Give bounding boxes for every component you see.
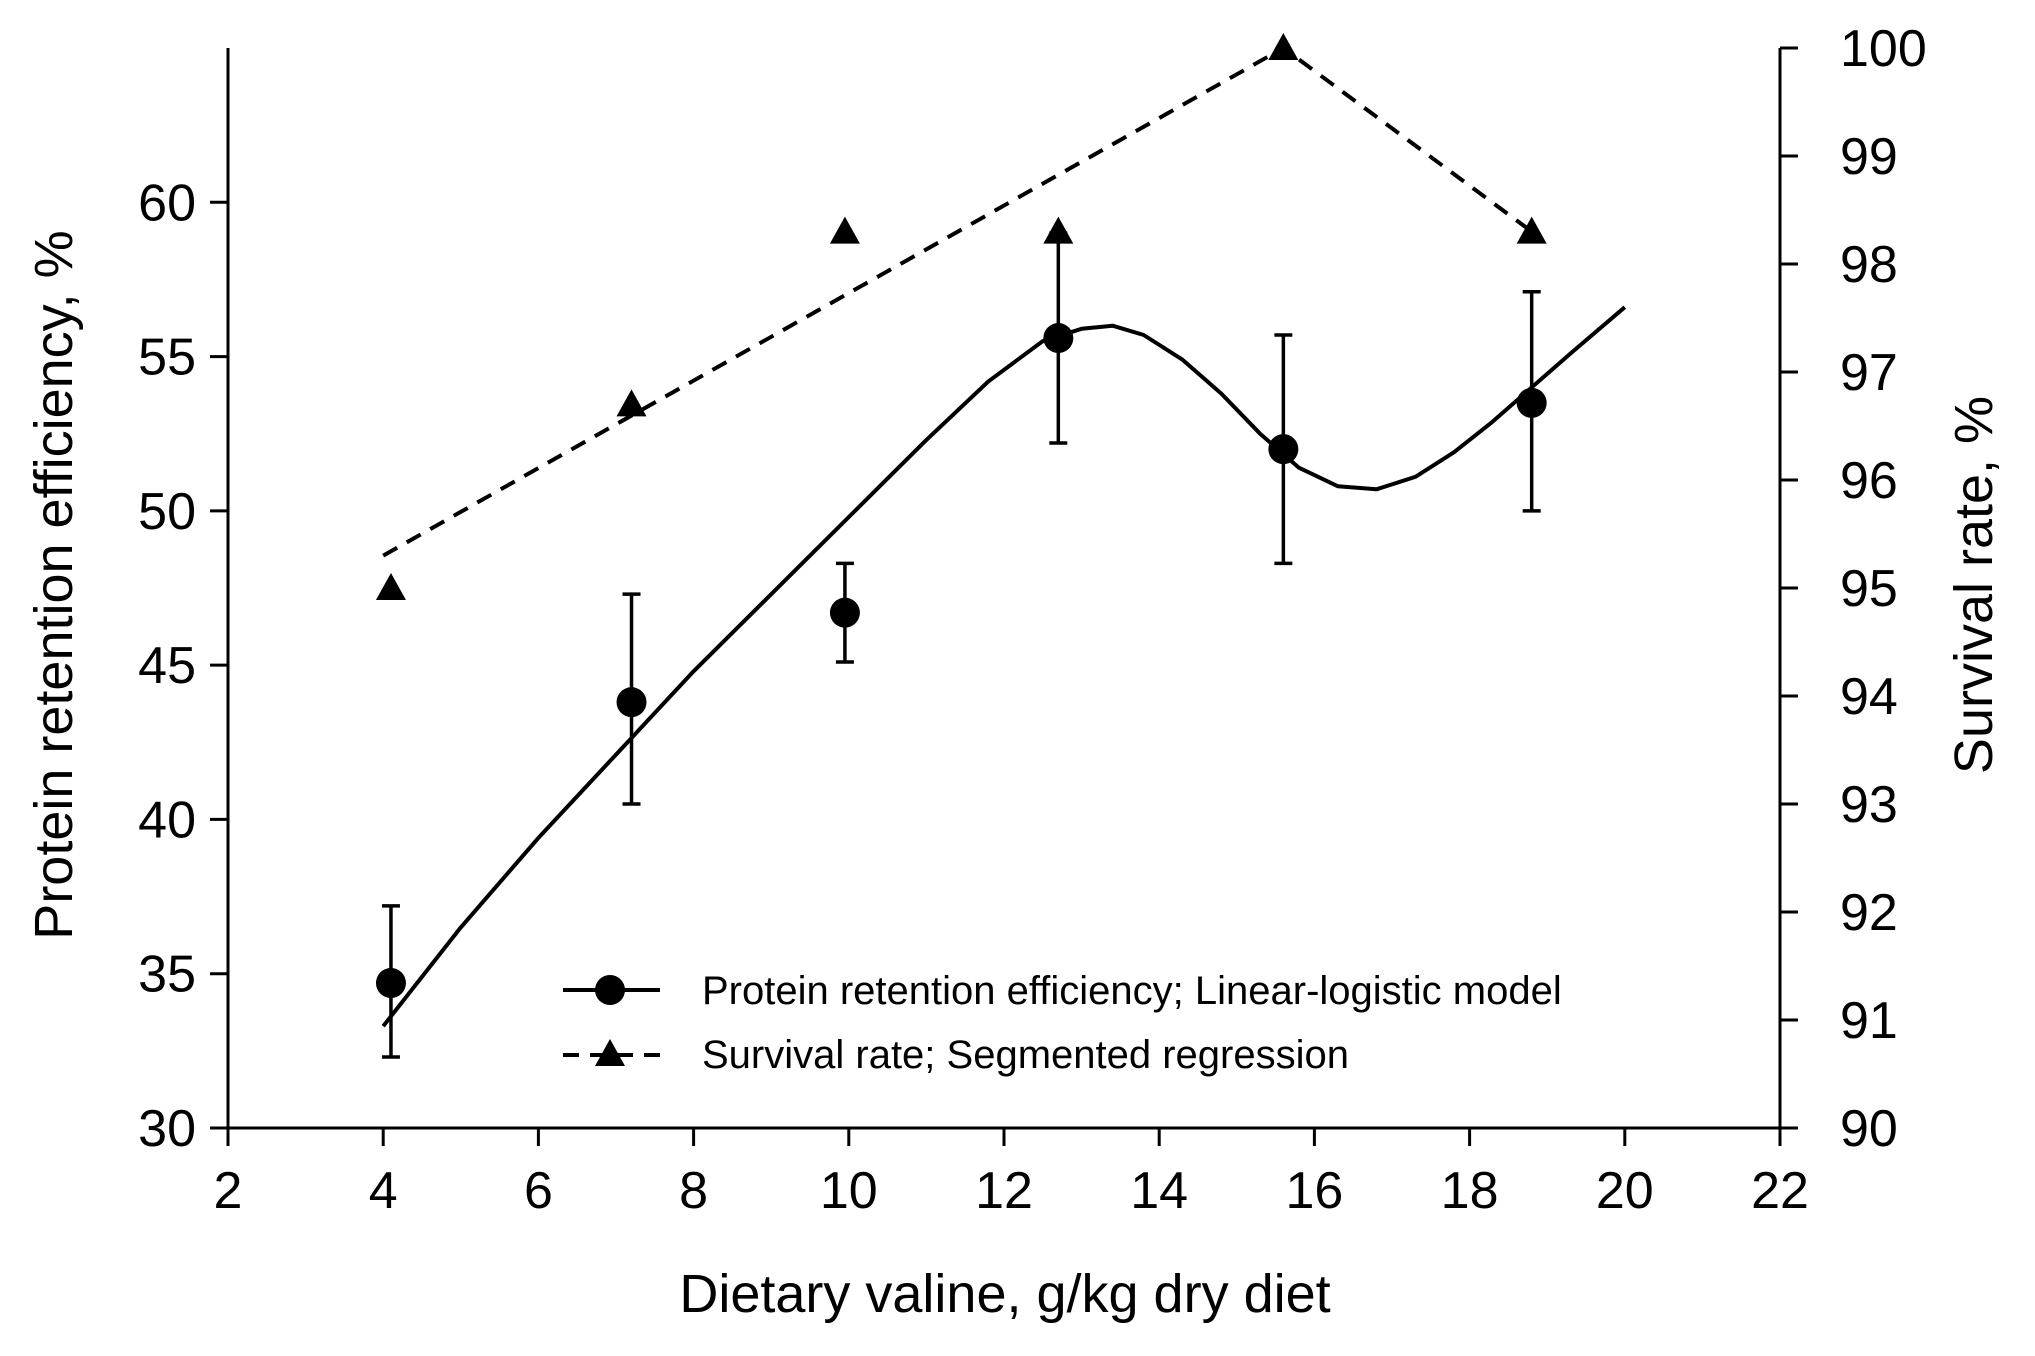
- y-left-tick-label: 35: [138, 946, 196, 1004]
- error-bars: [381, 231, 1541, 1059]
- pre-data-point: [829, 597, 860, 628]
- pre-logistic-fit-line: [381, 305, 1627, 1028]
- legend: Protein retention efficiency; Linear-log…: [563, 969, 1562, 1077]
- y-right-tick-label: 90: [1840, 1100, 1898, 1158]
- y-right-tick-label: 97: [1840, 344, 1898, 402]
- x-tick-label: 2: [214, 1162, 243, 1220]
- y-right-tick-label: 94: [1840, 668, 1898, 726]
- x-tick-label: 6: [524, 1162, 553, 1220]
- x-axis-title: Dietary valine, g/kg dry diet: [679, 1264, 1330, 1324]
- y-right-tick-label: 93: [1840, 776, 1898, 834]
- pre-data-point: [375, 967, 406, 998]
- pre-data-point: [1043, 323, 1074, 354]
- survival-data-point: [1268, 33, 1299, 60]
- x-tick-label: 12: [975, 1162, 1033, 1220]
- x-tick-label: 8: [679, 1162, 708, 1220]
- y-right-tick-label: 96: [1840, 452, 1898, 510]
- x-tick-label: 22: [1751, 1162, 1809, 1220]
- y-left-axis-title: Protein retention efficiency, %: [24, 230, 84, 939]
- legend-label-pre: Protein retention efficiency; Linear-log…: [702, 969, 1562, 1013]
- y-right-tick-label: 98: [1840, 236, 1898, 294]
- legend-circle-marker: [595, 975, 625, 1005]
- x-tick-label: 14: [1130, 1162, 1188, 1220]
- survival-data-point: [375, 573, 406, 600]
- data-markers: [375, 33, 1547, 998]
- x-tick-label: 16: [1285, 1162, 1343, 1220]
- legend-triangle-marker: [595, 1039, 625, 1066]
- pre-data-point: [1268, 434, 1299, 465]
- legend-entry-pre: Protein retention efficiency; Linear-log…: [563, 969, 1562, 1013]
- pre-data-point: [616, 687, 647, 718]
- x-tick-label: 20: [1596, 1162, 1654, 1220]
- x-tick-label: 18: [1441, 1162, 1499, 1220]
- survival-data-point: [616, 389, 647, 417]
- survival-data-point: [1516, 216, 1547, 244]
- y-right-tick-label: 95: [1840, 560, 1898, 618]
- survival-data-point: [829, 216, 860, 244]
- y-right-tick-label: 92: [1840, 884, 1898, 942]
- legend-entry-survival: Survival rate; Segmented regression: [563, 1033, 1349, 1077]
- y-left-tick-label: 30: [138, 1100, 196, 1158]
- y-left-tick-label: 45: [138, 637, 196, 695]
- legend-label-survival: Survival rate; Segmented regression: [702, 1033, 1349, 1077]
- y-right-tick-label: 100: [1840, 20, 1927, 78]
- y-left-tick-label: 60: [138, 174, 196, 232]
- y-right-tick-label: 99: [1840, 128, 1898, 186]
- axes: 2 4 6 8 10 12 14 16 18 20 22 30 35 40 45 50 55 60 90 91 92 93…: [138, 20, 1927, 1220]
- y-left-tick-label: 55: [138, 329, 196, 387]
- survival-data-point: [1043, 216, 1074, 244]
- y-left-tick-label: 50: [138, 483, 196, 541]
- fit-lines: [381, 46, 1627, 1028]
- pre-data-point: [1516, 387, 1547, 418]
- survival-segmented-fit-line: [382, 46, 1533, 558]
- x-tick-label: 10: [820, 1162, 878, 1220]
- y-right-tick-label: 91: [1840, 992, 1898, 1050]
- y-left-tick-label: 40: [138, 791, 196, 849]
- y-right-axis-title: Survival rate, %: [1944, 396, 2004, 774]
- x-tick-label: 4: [369, 1162, 398, 1220]
